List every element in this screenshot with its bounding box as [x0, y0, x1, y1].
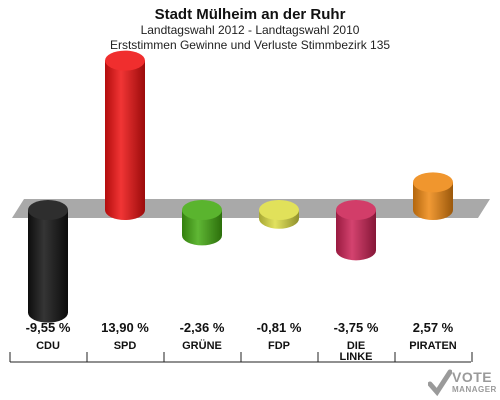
bar-spd [105, 50, 145, 221]
category-label: LINKE [340, 351, 373, 363]
bar-cap [28, 200, 68, 220]
category-label: FDP [268, 340, 290, 352]
bar-cap [259, 200, 299, 220]
bar-piraten [413, 172, 453, 220]
value-label: 13,90 % [101, 320, 149, 335]
bar-body [413, 182, 453, 220]
category-label: GRÜNE [182, 339, 222, 352]
bar-body [182, 210, 222, 246]
bar-cdu [28, 200, 68, 323]
bar-cap [413, 172, 453, 193]
bar-cap [336, 200, 376, 220]
bars [28, 50, 453, 323]
bar-cap [105, 50, 145, 71]
category-label: PIRATEN [409, 340, 457, 352]
checkmark-icon [428, 369, 452, 397]
category-label: DIE [347, 340, 365, 352]
bar-body [28, 210, 68, 323]
category-label: CDU [36, 340, 60, 352]
bar-cap [182, 200, 222, 220]
bar-body [336, 210, 376, 261]
bar-die-linke [336, 200, 376, 261]
chart-subtitle: Landtagswahl 2012 - Landtagswahl 2010 [140, 23, 360, 37]
logo-manager-text: MANAGER [452, 385, 497, 394]
value-label: -2,36 % [180, 320, 225, 335]
bar-fdp [259, 200, 299, 229]
chart-title: Stadt Mülheim an der Ruhr [154, 6, 346, 23]
value-labels: -9,55 % 13,90 % -2,36 % -0,81 % -3,75 % 2,57 … [26, 320, 454, 335]
category-label: SPD [114, 340, 137, 352]
logo-vote-text: VOTE [452, 369, 493, 385]
chart-subtitle-2: Erststimmen Gewinne und Verluste Stimmbe… [109, 38, 391, 52]
bar-body [105, 60, 145, 221]
value-label: -9,55 % [26, 320, 71, 335]
bar-grüne [182, 200, 222, 246]
value-label: -3,75 % [334, 320, 379, 335]
value-label: -0,81 % [257, 320, 302, 335]
value-label: 2,57 % [413, 320, 454, 335]
vote-manager-logo: VOTE MANAGER [428, 368, 498, 398]
chart-header: Stadt Mülheim an der Ruhr Landtagswahl 2… [0, 0, 500, 53]
